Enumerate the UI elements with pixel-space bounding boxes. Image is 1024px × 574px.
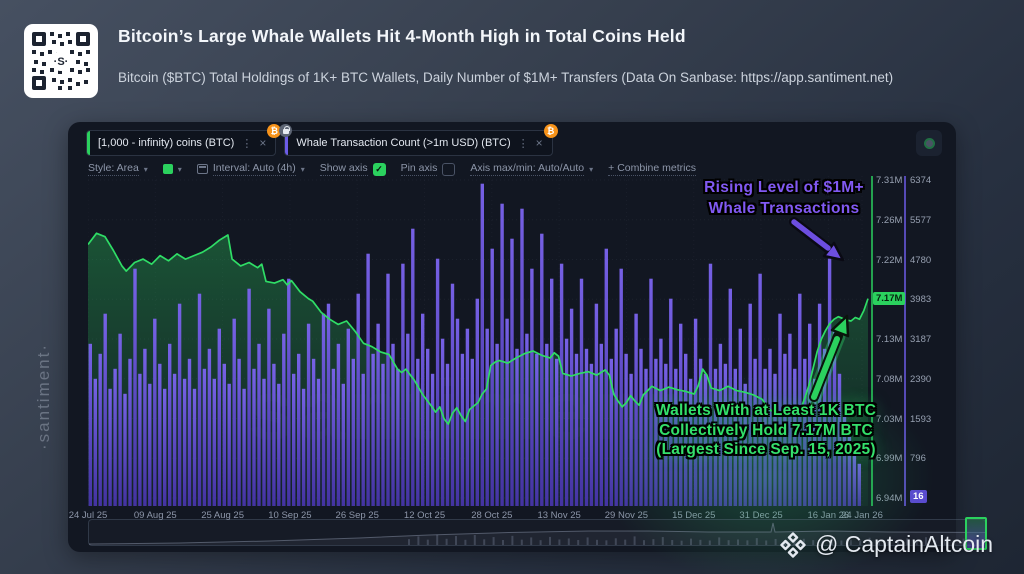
color-swatch <box>162 164 173 174</box>
tab-whale-tx-metric[interactable]: Whale Transaction Count (>1m USD) (BTC) … <box>279 124 558 156</box>
whale-tx-bar-series <box>88 183 861 506</box>
svg-text:·S·: ·S· <box>54 56 69 68</box>
tab-accent-green <box>87 131 90 155</box>
chart-toolbar: Style: Area ▾ ▾ Interval: Auto (4h) ▾ Show… <box>88 162 696 176</box>
credit-watermark: @ CaptainAltcoin <box>780 531 993 558</box>
santiment-side-watermark: ·santiment· <box>34 342 53 450</box>
timeline-minimap[interactable] <box>88 517 987 550</box>
btc-badge-icon: ₿ <box>543 124 558 138</box>
x-tick-date: 26 Sep 25 <box>335 510 379 521</box>
chevron-down-icon: ▾ <box>143 164 148 174</box>
transactions-low-badge: 16 <box>910 490 927 503</box>
tab-close-icon[interactable]: × <box>535 136 543 150</box>
x-tick-date: 24 Jan 26 <box>841 510 883 521</box>
credit-handle: @ CaptainAltcoin <box>815 531 994 557</box>
x-tick-date: 25 Aug 25 <box>201 510 244 521</box>
lock-icon <box>279 124 293 137</box>
x-tick-date: 16 Jan 26 <box>807 510 849 521</box>
y-tick-holdings: 7.31M <box>876 175 903 186</box>
annotation-whale-transactions: Rising Level of $1M+ Whale Transactions <box>704 179 864 217</box>
chevron-down-icon: ▾ <box>589 164 594 174</box>
y-tick-transactions: 2390 <box>910 373 932 385</box>
chevron-down-icon: ▾ <box>177 164 182 174</box>
show-axis-toggle[interactable]: Show axis ✓ <box>319 162 386 176</box>
minimap-selection-handle[interactable] <box>965 517 987 550</box>
page-title: Bitcoin’s Large Whale Wallets Hit 4-Mont… <box>118 26 686 46</box>
checkbox-unchecked-icon[interactable] <box>442 162 456 176</box>
calendar-icon <box>196 164 208 174</box>
y-tick-holdings: 6.94M <box>876 493 902 504</box>
green-glow <box>588 362 948 574</box>
minimap-waveform <box>88 522 986 545</box>
y-tick-transactions: 3983 <box>910 294 932 306</box>
chart-settings-button[interactable] <box>916 130 942 156</box>
y-tick-transactions: 6374 <box>910 175 932 186</box>
tab-label: [1,000 - infinity) coins (BTC) <box>98 137 235 149</box>
qr-code: ·S· <box>24 24 98 98</box>
y-tick-transactions: 5577 <box>910 214 932 226</box>
x-tick-date: 13 Nov 25 <box>537 510 581 521</box>
axis-lines <box>871 176 906 506</box>
style-dropdown[interactable]: Style: Area ▾ <box>88 162 148 176</box>
annotation-holdings: Wallets With at Least 1K BTC Collectivel… <box>655 402 877 458</box>
x-tick-date: 10 Sep 25 <box>268 510 312 521</box>
page-subtitle: Bitcoin ($BTC) Total Holdings of 1K+ BTC… <box>118 70 894 85</box>
x-tick-date: 31 Dec 25 <box>739 510 782 521</box>
tab-label: Whale Transaction Count (>1m USD) (BTC) <box>296 137 511 149</box>
interval-dropdown[interactable]: Interval: Auto (4h) ▾ <box>196 162 305 176</box>
pin-axis-toggle[interactable]: Pin axis <box>400 162 456 176</box>
btc-badge-icon: ₿ <box>267 124 282 138</box>
tab-close-icon[interactable]: × <box>259 136 267 150</box>
metric-tabs: [1,000 - infinity) coins (BTC) ⋮ × ₿ Wha… <box>86 124 558 156</box>
tab-holdings-metric[interactable]: [1,000 - infinity) coins (BTC) ⋮ × ₿ <box>86 124 282 156</box>
chart-panel: [1,000 - infinity) coins (BTC) ⋮ × ₿ Wha… <box>68 122 987 574</box>
y-tick-transactions: 1593 <box>910 414 931 425</box>
x-tick-date: 15 Dec 25 <box>672 510 715 521</box>
y-tick-holdings: 7.08M <box>876 373 903 385</box>
y-tick-holdings: 7.26M <box>876 214 903 226</box>
chevron-down-icon: ▾ <box>300 164 305 174</box>
combine-metrics-button[interactable]: + Combine metrics <box>608 162 696 176</box>
y-tick-transactions: 4780 <box>910 254 932 266</box>
tab-accent-purple <box>285 131 289 155</box>
y-tick-transactions: 3187 <box>910 334 932 345</box>
x-tick-date: 24 Jul 25 <box>68 510 108 521</box>
y-tick-holdings: 7.13M <box>876 334 903 345</box>
y-tick-holdings: 7.22M <box>876 254 903 266</box>
checkbox-checked-icon[interactable]: ✓ <box>372 162 386 176</box>
diamond-logo-icon <box>780 531 806 558</box>
glow-dot-icon <box>925 139 933 147</box>
current-holdings-badge: 7.17M <box>873 292 906 305</box>
x-tick-date: 28 Oct 25 <box>471 510 513 521</box>
chart-canvas[interactable] <box>87 176 918 507</box>
plot-area[interactable] <box>87 176 918 507</box>
tab-options-icon[interactable]: ⋮ <box>241 137 253 150</box>
x-tick-date: 12 Oct 25 <box>403 510 446 521</box>
qr-pattern-icon: ·S· <box>32 32 90 90</box>
x-tick-date: 29 Nov 25 <box>605 510 648 521</box>
tab-options-icon[interactable]: ⋮ <box>517 137 529 150</box>
holdings-line-series <box>87 232 869 425</box>
x-tick-date: 09 Aug 25 <box>133 510 177 521</box>
axis-minmax-dropdown[interactable]: Axis max/min: Auto/Auto ▾ <box>470 162 594 176</box>
y-tick-holdings: 7.03M <box>876 414 902 425</box>
color-swatch-dropdown[interactable]: ▾ <box>162 164 182 174</box>
y-tick-holdings: 6.99M <box>876 453 902 464</box>
y-tick-transactions: 796 <box>910 453 926 464</box>
